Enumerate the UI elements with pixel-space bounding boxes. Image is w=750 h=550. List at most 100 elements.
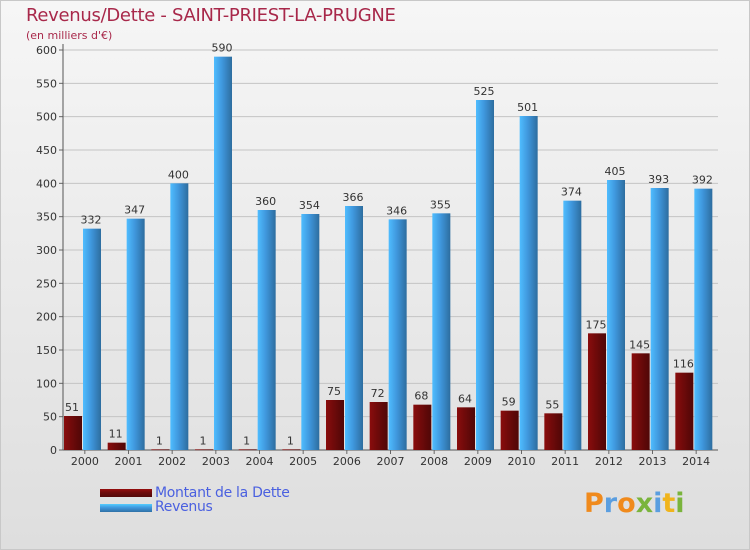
data-label-revenus: 400: [168, 168, 189, 181]
y-tick-label: 300: [36, 244, 57, 257]
x-tick-label: 2012: [595, 455, 623, 468]
data-label-dette: 1: [287, 434, 294, 447]
data-label-revenus: 360: [255, 195, 276, 208]
data-label-revenus: 501: [517, 101, 538, 114]
data-label-revenus: 366: [343, 191, 364, 204]
x-tick-label: 2011: [551, 455, 579, 468]
x-tick-label: 2010: [508, 455, 536, 468]
data-label-revenus: 590: [212, 42, 233, 55]
x-tick-label: 2008: [420, 455, 448, 468]
bar-revenus: [432, 213, 451, 450]
x-tick-label: 2006: [333, 455, 361, 468]
y-tick-label: 50: [43, 411, 57, 424]
bar-revenus: [694, 188, 713, 450]
chart-title: Revenus/Dette - SAINT-PRIEST-LA-PRUGNE: [26, 5, 396, 26]
x-tick-label: 2004: [246, 455, 274, 468]
x-tick-label: 2007: [377, 455, 405, 468]
data-label-dette: 175: [586, 318, 607, 331]
bar-dette: [64, 416, 82, 450]
bar-revenus: [83, 228, 101, 450]
data-label-dette: 68: [414, 390, 428, 403]
bar-revenus: [519, 116, 538, 450]
logo-letter: x: [635, 488, 654, 519]
proxiti-logo: Proxiti: [584, 488, 685, 519]
x-tick-label: 2003: [202, 455, 230, 468]
bar-revenus: [301, 214, 320, 450]
data-label-dette: 116: [673, 358, 694, 371]
bar-revenus: [563, 200, 582, 450]
bar-dette: [500, 410, 519, 450]
y-tick-label: 450: [36, 144, 57, 157]
bar-dette: [369, 402, 388, 450]
bar-dette: [326, 400, 344, 450]
bar-revenus: [170, 183, 189, 451]
x-tick-label: 2000: [71, 455, 99, 468]
legend-swatch-dette: [100, 489, 152, 497]
bar-dette: [151, 449, 170, 451]
bar-dette: [107, 442, 126, 450]
y-tick-label: 200: [36, 311, 57, 324]
y-tick-label: 600: [36, 44, 57, 57]
logo-letter: r: [603, 488, 618, 519]
data-label-revenus: 525: [474, 85, 495, 98]
bar-revenus: [388, 219, 407, 450]
data-label-revenus: 405: [605, 165, 626, 178]
x-tick-label: 2005: [289, 455, 317, 468]
data-label-revenus: 392: [692, 174, 713, 187]
data-label-revenus: 346: [386, 204, 407, 217]
x-tick-label: 2001: [115, 455, 143, 468]
bar-dette: [675, 372, 694, 450]
y-tick-label: 150: [36, 344, 57, 357]
x-tick-label: 2002: [158, 455, 186, 468]
logo-letter: t: [662, 488, 676, 519]
data-label-dette: 51: [65, 401, 79, 414]
data-label-dette: 145: [629, 338, 650, 351]
data-label-dette: 11: [109, 428, 123, 441]
data-label-dette: 72: [371, 387, 385, 400]
legend-label-revenus: Revenus: [155, 499, 213, 515]
data-label-revenus: 354: [299, 199, 320, 212]
bar-dette: [457, 407, 475, 450]
x-tick-label: 2013: [639, 455, 667, 468]
y-tick-label: 500: [36, 111, 57, 124]
data-label-dette: 1: [243, 434, 250, 447]
bar-dette: [238, 449, 257, 451]
y-tick-label: 400: [36, 177, 57, 190]
bar-dette: [631, 353, 650, 450]
legend-swatch-revenus: [100, 504, 152, 512]
logo-letter: o: [617, 488, 636, 519]
data-label-revenus: 374: [561, 186, 582, 199]
y-tick-label: 250: [36, 277, 57, 290]
legend-label-dette: Montant de la Dette: [155, 485, 290, 501]
logo-letter: i: [675, 488, 685, 519]
data-label-revenus: 393: [648, 173, 669, 186]
data-label-dette: 55: [545, 398, 559, 411]
x-tick-label: 2014: [682, 455, 710, 468]
bar-revenus: [214, 56, 232, 451]
bar-dette: [195, 449, 213, 451]
bar-revenus: [126, 218, 145, 450]
bar-revenus: [257, 210, 276, 450]
bar-revenus: [607, 180, 625, 450]
logo-letter: P: [584, 488, 604, 519]
data-label-dette: 1: [156, 434, 163, 447]
bar-revenus: [345, 206, 363, 450]
data-label-revenus: 355: [430, 198, 451, 211]
bar-dette: [544, 413, 563, 450]
chart-unit-label: (en milliers d'€): [26, 29, 113, 42]
y-tick-label: 550: [36, 77, 57, 90]
bar-revenus: [476, 100, 494, 450]
data-label-dette: 1: [200, 434, 207, 447]
data-label-dette: 64: [458, 392, 472, 405]
x-tick-label: 2009: [464, 455, 492, 468]
bar-dette: [282, 449, 301, 451]
y-tick-label: 350: [36, 211, 57, 224]
data-label-revenus: 347: [124, 204, 145, 217]
y-tick-label: 0: [50, 444, 57, 457]
bar-dette: [588, 333, 606, 450]
bar-dette: [413, 404, 432, 450]
data-label-dette: 75: [327, 385, 341, 398]
data-label-dette: 59: [502, 396, 516, 409]
y-tick-label: 100: [36, 377, 57, 390]
